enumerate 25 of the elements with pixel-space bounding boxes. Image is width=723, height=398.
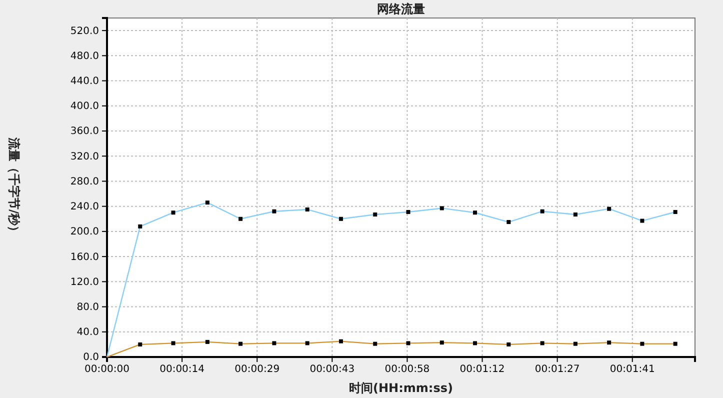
y-tick-label: 40.0 <box>76 327 99 338</box>
y-tick-label: 240.0 <box>70 202 99 213</box>
y-tick-label: 520.0 <box>70 26 99 37</box>
y-axis-title: 流量（千字节/秒） <box>7 136 21 238</box>
y-tick-label: 160.0 <box>70 252 99 263</box>
y-tick-label: 280.0 <box>70 176 99 188</box>
chart-title: 网络流量 <box>377 2 425 16</box>
y-tick-label: 200.0 <box>70 226 99 238</box>
x-axis-title: 时间(HH:mm:ss) <box>349 381 453 395</box>
y-tick-label: 120.0 <box>70 276 99 288</box>
x-tick-label: 00:00:29 <box>234 364 280 376</box>
y-tick-label: 0.0 <box>83 352 99 364</box>
x-tick-label: 00:01:12 <box>460 364 505 376</box>
y-tick-label: 400.0 <box>70 101 99 112</box>
x-tick-label: 00:00:58 <box>384 364 430 376</box>
y-tick-label: 320.0 <box>70 151 99 162</box>
y-tick-label: 80.0 <box>76 302 99 313</box>
y-tick-label: 480.0 <box>70 50 99 62</box>
x-tick-label: 00:01:27 <box>534 364 580 376</box>
x-tick-label: 00:00:43 <box>310 364 355 376</box>
x-tick-label: 00:00:14 <box>160 364 205 376</box>
y-tick-label: 440.0 <box>70 76 99 87</box>
x-tick-label: 00:00:00 <box>84 364 130 376</box>
x-tick-label: 00:01:41 <box>610 364 655 376</box>
y-tick-label: 360.0 <box>70 126 99 138</box>
